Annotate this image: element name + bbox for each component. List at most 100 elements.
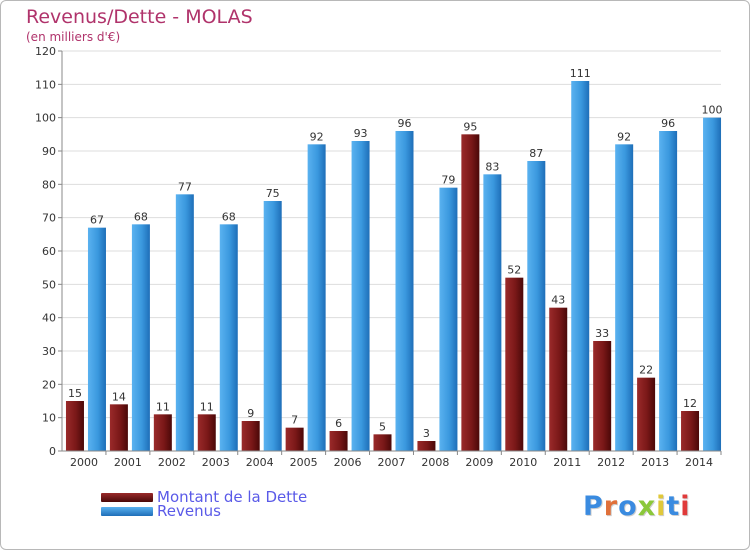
data-label-dette: 11 [156,400,170,413]
bar-revenus [527,161,546,451]
data-label-revenus: 96 [398,117,412,130]
x-tick-label: 2005 [290,456,318,469]
y-tick-label: 10 [42,412,56,425]
chart-subtitle: (en milliers d'€) [26,30,121,44]
data-label-dette: 5 [379,420,386,433]
logo-letter: P [583,491,604,522]
bar-revenus [131,224,150,451]
legend-swatch-dette [101,492,153,502]
data-label-revenus: 92 [310,130,324,143]
bar-revenus [615,144,634,452]
y-tick-label: 20 [42,378,56,391]
y-tick-label: 50 [42,278,56,291]
bar-revenus [395,131,414,451]
data-label-dette: 6 [335,417,342,430]
bar-dette [681,411,700,451]
y-tick-label: 60 [42,245,56,258]
x-tick-label: 2008 [421,456,449,469]
bar-revenus [87,227,106,451]
x-tick-label: 2012 [597,456,625,469]
legend-swatch-revenus [101,506,153,516]
bar-dette [65,401,84,451]
data-label-dette: 3 [423,427,430,440]
bar-dette [505,277,524,451]
chart-title: Revenus/Dette - MOLAS [26,6,253,28]
data-label-dette: 12 [683,397,697,410]
data-label-dette: 33 [595,327,609,340]
x-tick-label: 2009 [465,456,493,469]
data-label-dette: 9 [247,407,254,420]
logo-letter: i [680,491,691,522]
legend-item-revenus: Revenus [101,502,221,520]
logo-letter: i [656,491,667,522]
x-tick-label: 2010 [509,456,537,469]
bar-dette [549,307,568,451]
bar-revenus [219,224,238,451]
bar-revenus [439,187,458,451]
data-label-revenus: 68 [134,210,148,223]
bar-dette [593,341,612,451]
y-tick-label: 100 [35,112,56,125]
x-tick-label: 2006 [334,456,362,469]
data-label-revenus: 111 [570,67,591,80]
data-label-revenus: 83 [485,160,499,173]
data-label-revenus: 96 [661,117,675,130]
x-tick-label: 2004 [246,456,274,469]
data-label-dette: 95 [463,120,477,133]
x-tick-label: 2007 [378,456,406,469]
data-label-revenus: 77 [178,180,192,193]
bar-dette [417,441,436,451]
bar-revenus [483,174,502,452]
bar-dette [241,421,260,451]
logo-letter: o [618,491,638,522]
y-tick-label: 110 [35,78,56,91]
legend-label-dette: Montant de la Dette [157,488,308,506]
x-tick-label: 2001 [114,456,142,469]
y-tick-label: 40 [42,312,56,325]
bar-revenus [659,131,678,451]
bar-dette [329,431,348,451]
x-tick-label: 2011 [553,456,581,469]
bar-dette [197,414,216,451]
x-tick-label: 2013 [641,456,669,469]
y-tick-label: 80 [42,178,56,191]
x-tick-label: 2000 [70,456,98,469]
bar-revenus [263,201,282,451]
data-label-dette: 11 [200,400,214,413]
logo-letter: x [637,491,657,522]
y-tick-label: 0 [49,445,56,458]
legend-label-revenus: Revenus [157,502,221,520]
data-label-revenus: 87 [529,147,543,160]
bar-revenus [175,194,194,452]
bar-revenus [307,144,326,452]
data-label-revenus: 92 [617,130,631,143]
bar-dette [461,134,480,452]
data-label-revenus: 75 [266,187,280,200]
bar-dette [285,427,304,451]
data-label-dette: 43 [551,294,565,307]
logo-letter: r [603,491,619,522]
data-label-dette: 7 [291,414,298,427]
data-label-dette: 15 [68,387,82,400]
logo-letter: t [666,491,681,522]
bar-dette [153,414,172,451]
data-label-revenus: 93 [354,127,368,140]
data-label-revenus: 100 [702,104,723,117]
bar-revenus [351,141,370,451]
bar-dette [637,377,656,451]
data-label-revenus: 68 [222,210,236,223]
data-label-revenus: 79 [441,174,455,187]
bar-dette [373,434,392,451]
x-tick-label: 2014 [685,456,713,469]
y-tick-label: 70 [42,212,56,225]
bar-revenus [703,117,722,452]
legend-item-dette: Montant de la Dette [101,488,307,506]
data-label-revenus: 67 [90,214,104,227]
y-tick-label: 120 [35,45,56,58]
y-tick-label: 30 [42,345,56,358]
y-tick-label: 90 [42,145,56,158]
x-tick-label: 2003 [202,456,230,469]
data-label-dette: 52 [507,264,521,277]
